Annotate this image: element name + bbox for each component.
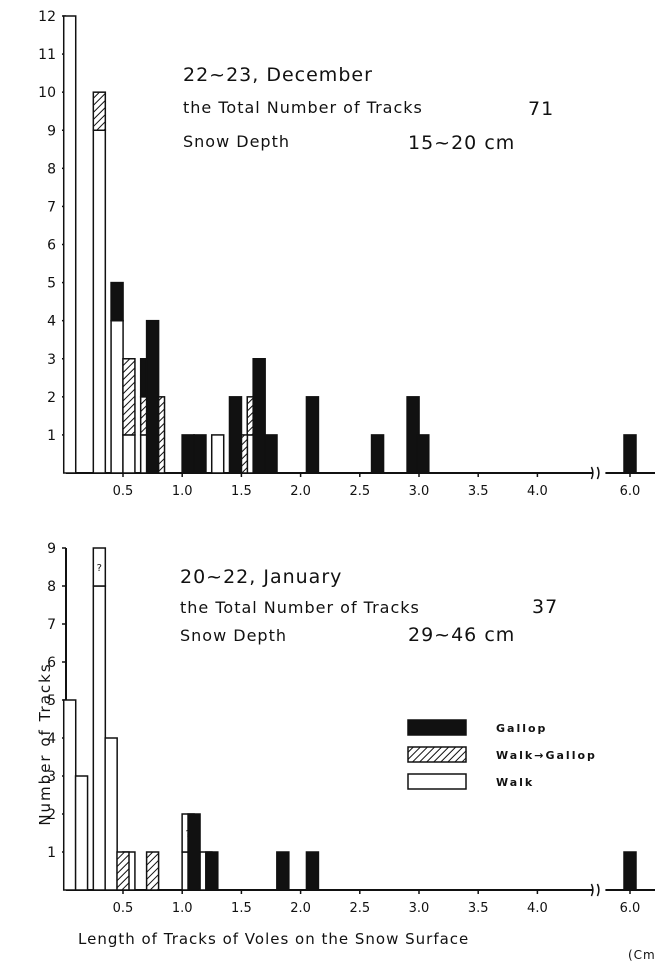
top-bar-black [623,434,637,474]
top-snow-label: Snow Depth [183,132,290,151]
bot-bar-black [187,813,201,891]
legend-swatch-hatch [407,746,467,763]
legend-label: Walk→Gallop [496,749,597,762]
bot-bar-question-mark: ? [97,563,102,574]
legend-swatch-white [407,773,467,790]
top-x-tick-label: 2.0 [290,484,311,499]
bot-bar-black [623,851,637,891]
top-bar-white [122,434,136,474]
top-x-tick-label: 3.0 [409,484,430,499]
bot-bar-white [74,775,89,891]
bot-y-tick-label: 2 [47,807,56,823]
bot-bar-black [305,851,320,891]
bot-x-tick-label: 1.5 [231,901,252,916]
top-bar-black [193,434,207,474]
top-y-tick-label: 3 [47,352,56,368]
legend-label: Walk [496,776,534,789]
bot-y-tick-label: 9 [47,541,56,557]
bot-x-tick-label: 3.0 [409,901,430,916]
top-x-tick-label: 3.5 [468,484,489,499]
top-y-tick-label: 9 [47,123,56,139]
top-y-tick-label: 7 [47,199,56,215]
top-bar-hatch [92,91,107,131]
bot-x-tick-label: 2.0 [290,901,311,916]
bot-y-tick-label: 7 [47,617,56,633]
top-y-tick-label: 8 [47,161,56,177]
top-bar-black [264,434,278,474]
bot-bar-white [62,699,77,891]
bot-y-tick-label: 8 [47,579,56,595]
top-bar-hatch [122,358,136,436]
bot-y-tick-label: 4 [47,731,56,747]
top-x-tick-label: 2.5 [349,484,370,499]
bot-bar-black [205,851,219,891]
top-y-tick-label: 2 [47,390,56,406]
top-bar-black [110,281,124,322]
x-axis-label: Length of Tracks of Voles on the Snow Su… [78,930,470,948]
bot-snow-label: Snow Depth [180,626,287,645]
top-bar-black [145,319,160,474]
top-y-tick-label: 12 [38,9,56,25]
bot-bar-black [276,851,290,891]
top-bar-black [252,358,266,474]
bot-x-tick-label: 6.0 [620,901,641,916]
top-bar-black [305,396,320,474]
top-y-tick-label: 5 [47,276,56,292]
bot-y-tick-label: 3 [47,769,56,785]
top-x-tick-label: 0.5 [113,484,134,499]
legend: Gallop Walk→Gallop Walk [407,719,597,790]
legend-label: Gallop [496,722,547,735]
bot-total-value: 37 [532,596,559,618]
bot-axis-break [590,883,600,897]
top-y-tick-label: 6 [47,238,56,254]
top-bar-black [370,434,385,474]
top-y-tick-label: 4 [47,314,56,330]
top-x-tick-label: 1.0 [172,484,193,499]
top-total-value: 71 [528,98,555,120]
top-total-label: the Total Number of Tracks [183,98,423,117]
bot-bar-hatch [116,851,130,891]
top-date-label: 22~23, December [183,64,373,86]
bot-total-label: the Total Number of Tracks [180,598,420,617]
top-bar-white [210,434,225,474]
top-x-tick-label: 1.5 [231,484,252,499]
bot-x-tick-label: 2.5 [349,901,370,916]
top-y-tick-label: 10 [38,85,56,101]
legend-swatch-black [407,719,467,736]
bot-x-tick-label: 1.0 [172,901,193,916]
top-y-tick-label: 1 [47,428,56,444]
bot-y-tick-label: 5 [47,693,56,709]
bot-bar-hatch [145,851,160,891]
top-x-tick-label: 4.0 [527,484,548,499]
bot-bar-white [104,737,118,891]
bot-x-tick-label: 0.5 [113,901,134,916]
top-bar-white [62,15,77,474]
y-axis-label: Number of Tracks [36,662,54,826]
top-axis-break [590,466,600,480]
top-y-tick-label: 11 [38,47,56,63]
bot-bar-white-q [92,547,107,587]
top-bar-black [228,396,243,474]
bot-snow-value: 29~46 cm [408,624,516,646]
bot-date-label: 20~22, January [180,566,343,588]
top-bar-black [416,434,430,474]
top-bar-black [181,434,195,474]
bot-y-tick-label: 6 [47,655,56,671]
bot-y-tick-label: 1 [47,845,56,861]
top-bar-white [110,319,124,474]
top-x-tick-label: 6.0 [620,484,641,499]
bot-x-tick-label: 3.5 [468,901,489,916]
x-axis-unit: (Cm) [628,948,655,962]
top-snow-value: 15~20 cm [408,132,516,154]
bot-x-tick-label: 4.0 [527,901,548,916]
bot-bar-white [92,585,107,891]
top-bar-white [92,129,107,474]
